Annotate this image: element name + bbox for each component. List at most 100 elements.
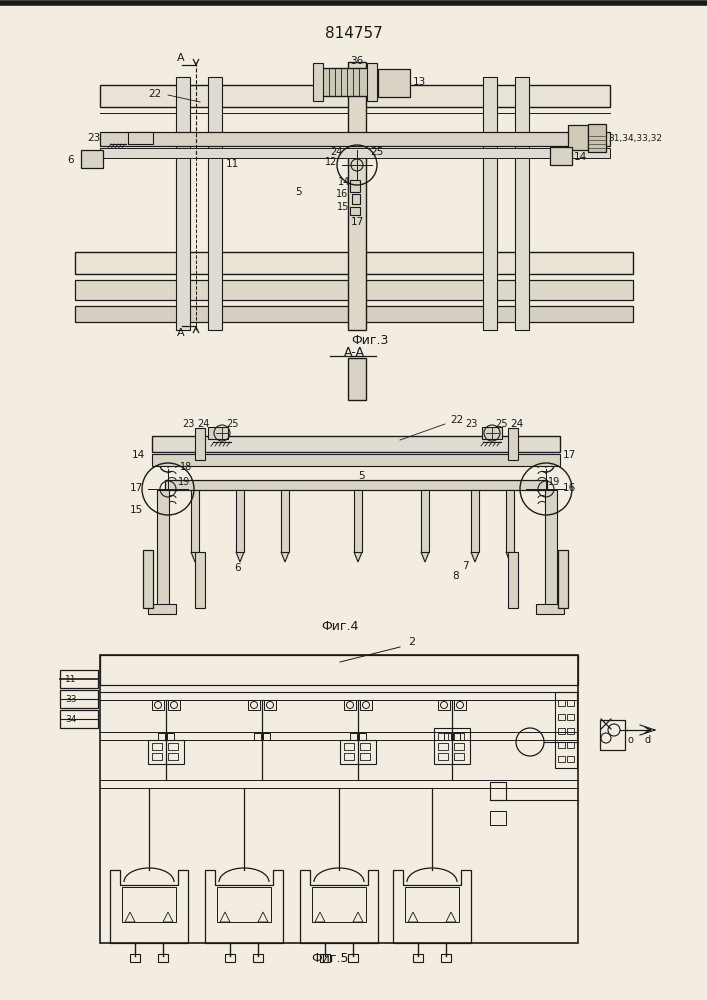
- Bar: [413, 954, 423, 962]
- Bar: [550, 147, 572, 165]
- Text: 13: 13: [413, 77, 426, 87]
- Bar: [421, 490, 429, 552]
- Bar: [441, 954, 451, 962]
- Bar: [508, 552, 518, 608]
- Text: 15: 15: [130, 505, 144, 515]
- Bar: [264, 700, 276, 710]
- Bar: [348, 358, 366, 400]
- Bar: [75, 280, 633, 300]
- Bar: [348, 62, 366, 330]
- Text: 7: 7: [462, 561, 469, 571]
- Bar: [454, 733, 464, 740]
- Text: Фиг.3: Фиг.3: [351, 334, 389, 347]
- Text: 19: 19: [178, 477, 190, 487]
- Polygon shape: [354, 552, 362, 562]
- Text: 25: 25: [495, 419, 508, 429]
- Text: 34: 34: [65, 714, 76, 724]
- Text: A: A: [177, 53, 185, 63]
- Bar: [567, 728, 574, 734]
- Text: 16: 16: [563, 483, 576, 493]
- Bar: [360, 743, 370, 750]
- Text: 23: 23: [465, 419, 477, 429]
- Text: 33: 33: [65, 694, 76, 704]
- Bar: [490, 782, 506, 800]
- Text: A: A: [177, 328, 185, 338]
- Bar: [253, 954, 263, 962]
- Bar: [405, 887, 459, 922]
- Text: 814757: 814757: [325, 26, 383, 41]
- Bar: [312, 887, 366, 922]
- Bar: [438, 733, 448, 740]
- Bar: [454, 700, 466, 710]
- Text: 25: 25: [226, 419, 238, 429]
- Bar: [152, 753, 162, 760]
- Bar: [348, 954, 358, 962]
- Bar: [558, 700, 565, 706]
- Bar: [378, 69, 410, 97]
- Bar: [143, 550, 153, 608]
- Text: Фиг.5: Фиг.5: [311, 952, 349, 964]
- Bar: [483, 77, 497, 330]
- Bar: [320, 68, 368, 96]
- Bar: [128, 132, 153, 144]
- Bar: [168, 753, 178, 760]
- Bar: [100, 655, 578, 943]
- Text: 14: 14: [574, 152, 588, 162]
- Bar: [600, 720, 625, 750]
- Polygon shape: [236, 552, 244, 562]
- Bar: [208, 427, 228, 439]
- Bar: [352, 194, 360, 204]
- Text: 11: 11: [226, 159, 239, 169]
- Bar: [568, 125, 588, 150]
- Bar: [122, 887, 176, 922]
- Bar: [176, 77, 190, 330]
- Bar: [555, 692, 577, 768]
- Text: 24: 24: [510, 419, 523, 429]
- Bar: [558, 550, 568, 608]
- Text: 24: 24: [197, 419, 209, 429]
- Bar: [558, 728, 565, 734]
- Bar: [100, 85, 610, 107]
- Bar: [506, 490, 514, 552]
- Text: 17: 17: [130, 483, 144, 493]
- Bar: [263, 733, 270, 740]
- Bar: [152, 436, 560, 452]
- Text: 22: 22: [148, 89, 161, 99]
- Bar: [152, 743, 162, 750]
- Text: 25: 25: [370, 147, 383, 157]
- Text: 15: 15: [337, 202, 349, 212]
- Bar: [536, 604, 564, 614]
- Bar: [217, 887, 271, 922]
- Polygon shape: [506, 552, 514, 562]
- Bar: [254, 733, 261, 740]
- Bar: [482, 427, 502, 439]
- Text: 16: 16: [336, 189, 349, 199]
- Bar: [454, 743, 464, 750]
- Bar: [81, 150, 103, 168]
- Bar: [236, 490, 244, 552]
- Bar: [344, 743, 354, 750]
- Text: Фиг.4: Фиг.4: [321, 619, 358, 633]
- Bar: [100, 148, 610, 158]
- Bar: [60, 670, 98, 688]
- Bar: [567, 742, 574, 748]
- Bar: [281, 490, 289, 552]
- Text: 2: 2: [408, 637, 415, 647]
- Polygon shape: [421, 552, 429, 562]
- Bar: [130, 954, 140, 962]
- Bar: [359, 733, 366, 740]
- Text: 6: 6: [67, 155, 74, 165]
- Text: 8: 8: [452, 571, 459, 581]
- Bar: [515, 77, 529, 330]
- Bar: [100, 655, 578, 685]
- Bar: [168, 743, 178, 750]
- Text: 12: 12: [325, 157, 337, 167]
- Bar: [558, 756, 565, 762]
- Text: 22: 22: [450, 415, 463, 425]
- Bar: [588, 124, 606, 152]
- Bar: [191, 490, 199, 552]
- Text: 14: 14: [338, 177, 350, 187]
- Bar: [157, 490, 169, 605]
- Text: 17: 17: [563, 450, 576, 460]
- Bar: [313, 63, 323, 101]
